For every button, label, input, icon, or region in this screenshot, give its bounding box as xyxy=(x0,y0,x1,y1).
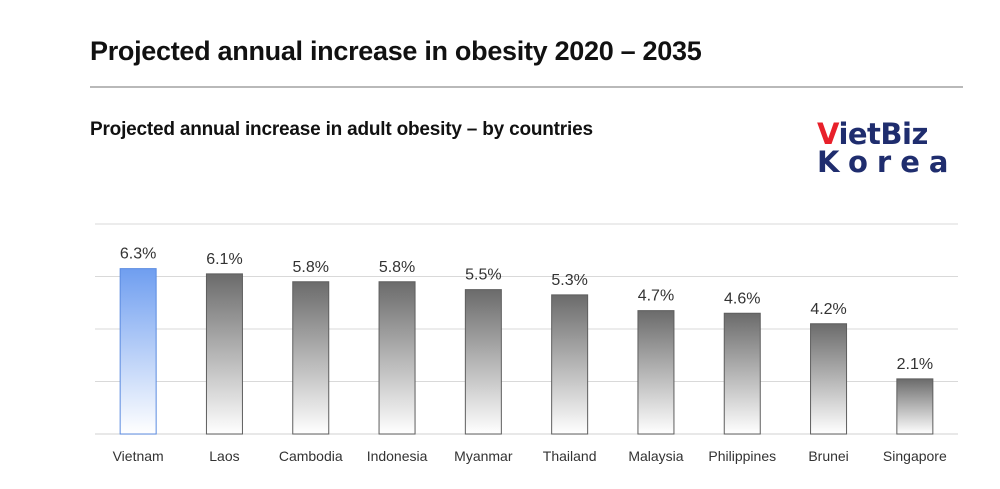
category-label-myanmar: Myanmar xyxy=(454,448,513,464)
data-label-singapore: 2.1% xyxy=(897,356,933,373)
title-divider xyxy=(90,86,963,88)
data-label-indonesia: 5.8% xyxy=(379,259,415,276)
category-label-indonesia: Indonesia xyxy=(367,448,428,464)
category-label-vietnam: Vietnam xyxy=(113,448,164,464)
data-label-laos: 6.1% xyxy=(206,251,242,268)
category-label-malaysia: Malaysia xyxy=(628,448,683,464)
logo-word-ietbiz: ietBiz xyxy=(838,117,928,151)
category-label-thailand: Thailand xyxy=(543,448,597,464)
bar-indonesia xyxy=(378,281,416,435)
data-label-brunei: 4.2% xyxy=(810,301,846,318)
category-label-laos: Laos xyxy=(209,448,239,464)
data-label-malaysia: 4.7% xyxy=(638,288,674,305)
bar-malaysia xyxy=(637,310,675,435)
category-label-brunei: Brunei xyxy=(808,448,848,464)
bar-singapore xyxy=(896,378,934,435)
bar-laos xyxy=(205,273,243,435)
category-label-philippines: Philippines xyxy=(708,448,776,464)
category-label-cambodia: Cambodia xyxy=(279,448,343,464)
bar-cambodia xyxy=(292,281,330,435)
data-label-philippines: 4.6% xyxy=(724,290,760,307)
logo-word-korea: Korea xyxy=(817,145,958,179)
data-label-thailand: 5.3% xyxy=(551,272,587,289)
bars: 6.3% Vietnam 6.1% Laos 5.8% Cambodia 5.8% Indon… xyxy=(113,246,947,464)
data-label-vietnam: 6.3% xyxy=(120,246,156,263)
bar-philippines xyxy=(723,312,761,435)
page-title: Projected annual increase in obesity 202… xyxy=(90,36,702,66)
bar-brunei xyxy=(810,323,848,435)
bar-myanmar xyxy=(464,289,502,435)
logo-letter-v: V xyxy=(817,117,839,151)
category-label-singapore: Singapore xyxy=(883,448,947,464)
bar-vietnam xyxy=(119,268,157,435)
chart-subtitle: Projected annual increase in adult obesi… xyxy=(90,119,593,140)
vietbiz-korea-logo: VietBiz Korea xyxy=(817,120,952,182)
bar-thailand xyxy=(551,294,589,435)
data-label-myanmar: 5.5% xyxy=(465,267,501,284)
data-label-cambodia: 5.8% xyxy=(293,259,329,276)
